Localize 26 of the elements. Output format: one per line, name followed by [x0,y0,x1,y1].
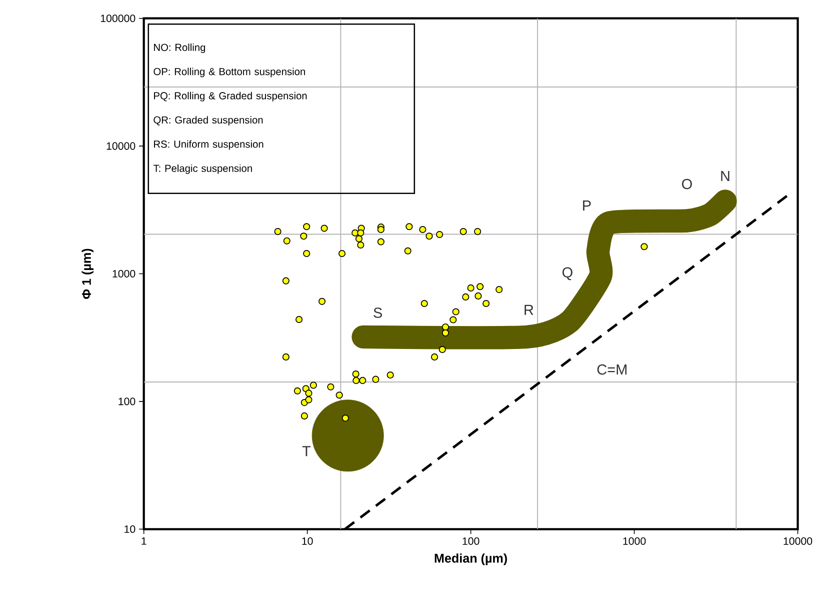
annotation: RS: Uniform suspension [154,140,264,150]
annotation: S [374,307,382,318]
y-tick-label: 10000 [106,142,136,150]
x-axis-title: Median (µm) [434,553,507,565]
annotation: T [302,446,311,456]
annotation: T: Pelagic suspension [153,164,252,174]
annotation: OP: Rolling & Bottom suspension [154,67,305,77]
y-axis-title: Φ 1 (µm) [82,248,94,299]
annotation: NO: Rolling [154,43,206,53]
y-tick-label: 1000 [112,270,136,278]
x-tick-label: 1 [142,537,146,544]
x-tick-label: 1000 [623,537,646,545]
annotation: P [583,200,591,210]
annotation: N [721,170,730,181]
x-tick-label: 10000 [784,537,812,545]
y-tick-label: 10 [124,525,136,533]
x-tick-label: 100 [462,537,480,545]
x-tick-label: 10 [302,537,313,545]
annotation: C=M [597,364,626,374]
y-tick-label: 100 [118,397,136,405]
annotation: Q [562,267,572,280]
annotation: O [682,178,692,189]
annotation: R [524,304,534,315]
y-tick-label: 100000 [100,14,136,22]
annotation: PQ: Rolling & Graded suspension [154,92,307,102]
annotation: QR: Graded suspension [154,116,263,126]
